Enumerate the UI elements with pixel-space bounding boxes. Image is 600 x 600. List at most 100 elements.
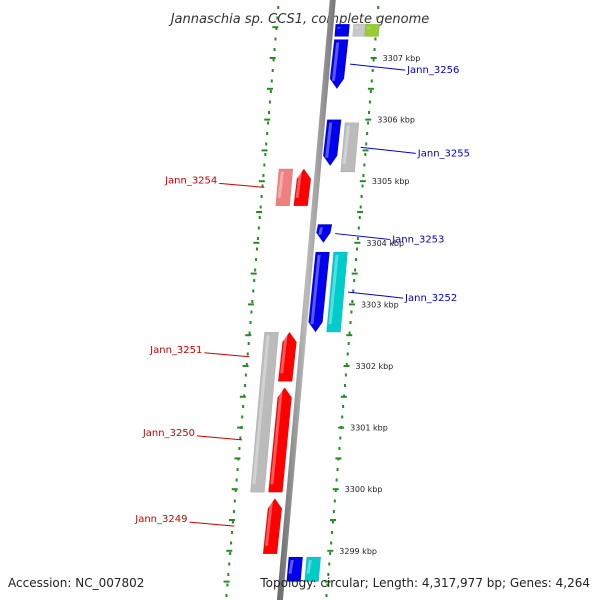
ruler-dot-left [229,552,232,555]
gene-label-leader [197,435,243,441]
ruler-dot-left [251,300,254,303]
ruler-tick-right [359,180,366,183]
gene-label-leader [335,233,391,241]
ruler-tick-right [370,57,377,59]
ruler-dot-left [261,184,264,188]
ruler-tick-left [253,241,260,244]
ruler-dot-right [360,195,363,198]
ruler-dot-right [339,436,342,440]
gene-label-Jann_3252[interactable]: Jann_3252 [404,293,457,304]
ruler-tick-right [348,303,355,306]
ruler-tick-right [346,334,353,337]
gene-highlight [342,125,350,164]
ruler-tick-right [340,395,347,398]
gene-label-Jann_3249[interactable]: Jann_3249 [134,514,187,525]
gene-Jann_3250[interactable] [268,387,292,493]
ruler-tick-right [354,241,361,244]
gene-g-top-blue[interactable] [334,23,350,37]
gene-label-Jann_3254[interactable]: Jann_3254 [164,175,217,186]
gene-Jann_3255-blue[interactable] [322,119,342,167]
ruler-dot-right [325,594,328,597]
gene-highlight [331,42,340,81]
ruler-dot-right [333,499,336,503]
gene-Jann_3253[interactable] [316,224,333,244]
ruler-dot-left [256,237,259,240]
ruler-dot-right [355,258,358,261]
gene-highlight [288,559,294,574]
ruler-tick-left [229,519,235,521]
ruler-dot-left [269,90,272,93]
ruler-tick-right [335,457,342,460]
gene-g-top-green[interactable] [364,23,380,37]
ruler-dot-right [332,510,335,513]
ruler-dot-right [334,489,337,492]
gene-label-Jann_3251[interactable]: Jann_3251 [149,345,202,356]
ruler-dot-right [331,520,334,524]
ruler-dot-right [377,6,380,9]
ruler-tick-left [258,180,265,183]
ruler-tick-left [234,457,241,460]
ruler-dot-right [342,405,345,408]
gene-Jann_3255[interactable] [340,122,360,173]
ruler-dot-left [258,216,261,219]
ruler-dot-left [239,436,242,440]
ruler-tick-right [338,426,345,429]
ruler-tick-left [245,334,252,337]
ruler-dot-right [359,205,362,209]
ruler-tick-left [269,57,276,59]
gene-Jann_3251-gray[interactable] [250,331,279,493]
gene-highlight [252,335,270,485]
ruler-tick-right [330,519,336,521]
gene-labels: Jann_3256 Jann_3255 Jann_3254 Jann_3253 Jann… [134,63,470,527]
gene-Jann_3251[interactable] [277,331,297,382]
gene-Jann_3254[interactable] [293,168,312,207]
ruler-tick-right [327,549,334,552]
gene-Jann_3249[interactable] [262,498,283,555]
gene-label-Jann_3256[interactable]: Jann_3256 [406,65,459,76]
gene-highlight [280,335,288,374]
gene-label-Jann_3253[interactable]: Jann_3253 [391,235,444,246]
gene-highlight [328,255,339,325]
ruler-tick-left [239,395,246,398]
ruler-dot-left [243,384,246,387]
ruler-dot-left [241,415,244,419]
ruler-dot-right [331,531,334,534]
ruler-dot-left [227,573,230,576]
gene-g-bot-cyan[interactable] [304,556,322,582]
ruler-dot-right [363,163,366,167]
ruler-dot-left [246,352,249,356]
tick-label: 3303 kbp [361,300,399,309]
ruler-tick-right [332,488,339,491]
tick-label: 3301 kbp [350,424,388,433]
ruler-dot-right [347,342,350,345]
gene-highlight [366,27,371,29]
ruler-tick-right [357,211,364,213]
ruler-dot-right [350,310,353,314]
ruler-dot-left [250,310,253,314]
gene-Jann_3252-blue[interactable] [308,251,330,333]
gene-Jann_3252[interactable] [326,251,348,333]
tick-label: 3300 kbp [345,485,383,494]
gene-highlight [318,227,324,235]
ruler-dot-left [254,268,257,272]
ruler-tick-right [343,365,350,367]
ruler-tick-left [261,149,268,152]
gene-Jann_3256[interactable] [329,39,349,90]
gene-label-leader [219,182,265,188]
gene-Jann_3254-pink[interactable] [275,168,294,207]
ruler-dot-left [242,405,245,408]
gene-g-bot-blue[interactable] [286,556,304,582]
ruler-dot-left [244,373,247,377]
topology-text: Topology: circular; Length: 4,317,977 bp… [260,576,590,590]
ruler-dot-right [354,268,357,272]
genome-backbone [276,0,336,600]
ruler-dot-left [234,489,237,492]
ruler-dot-right [346,352,349,356]
ruler-dot-right [329,552,332,555]
ruler-tick-left [242,365,249,367]
gene-label-Jann_3250[interactable]: Jann_3250 [142,428,195,439]
ruler-dot-left [270,79,273,83]
ruler-tick-left [226,549,233,552]
ruler-dot-right [336,468,339,471]
gene-label-Jann_3255[interactable]: Jann_3255 [417,148,470,159]
